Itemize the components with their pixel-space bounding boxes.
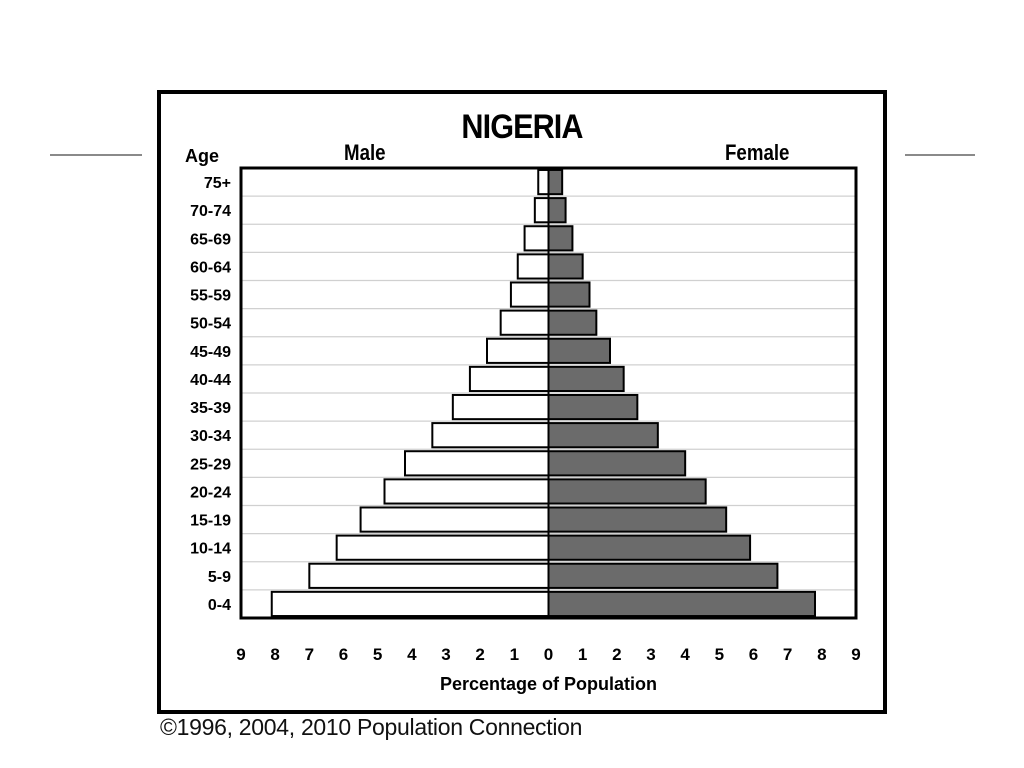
x-tick-label: 1 [510,645,519,664]
age-group-label: 55-59 [190,288,231,305]
age-group-label: 50-54 [190,316,231,333]
x-tick-label: 3 [441,645,450,664]
female-bar [547,225,574,252]
slide-rule-left [50,154,142,156]
male-bar [383,478,550,505]
age-group-label: 75+ [204,175,231,192]
x-tick-label: 3 [646,645,655,664]
age-group-label: 45-49 [190,344,231,361]
female-label: Female [725,140,790,165]
male-bar [537,168,550,196]
female-bar [547,590,816,618]
male-bar [499,309,550,336]
female-bar [547,253,584,280]
pyramid-plot: Age75+70-7465-6960-6455-5950-5445-4940-4… [185,146,861,694]
age-group-label: 30-34 [190,428,231,445]
male-bar [468,365,550,393]
copyright-notice: ©1996, 2004, 2010 Population Connection [160,714,583,740]
population-pyramid-chart: NIGERIA Male Female Age 75+ 70-74 65-69 60-6… [157,90,887,714]
plot-border [239,166,858,620]
age-group-label: 60-64 [190,259,231,276]
female-bar [547,337,611,364]
male-bar [335,534,550,561]
female-bar [547,506,728,533]
male-bar [523,225,550,252]
x-tick-label: 2 [475,645,484,664]
male-bar [509,281,550,308]
male-bar [270,590,550,618]
x-tick-label: 7 [305,645,314,664]
male-bar [516,253,550,280]
x-tick-label: 6 [339,645,348,664]
x-tick-label: 7 [783,645,792,664]
male-bar [533,197,550,224]
female-bar [547,197,567,224]
male-bar [359,506,550,533]
male-bar [451,393,550,421]
x-tick-label: 5 [715,645,724,664]
female-bar [547,422,659,449]
age-group-label: 15-19 [190,513,231,530]
age-axis-label: Age [185,146,219,166]
x-tick-label: 9 [236,645,245,664]
x-tick-label: 0 [544,645,553,664]
x-tick-label: 1 [578,645,587,664]
x-axis-label: Percentage of Population [440,674,657,694]
age-group-label: 0-4 [208,597,231,614]
x-tick-label: 8 [817,645,826,664]
female-bar [547,365,625,393]
x-tick-label: 6 [749,645,758,664]
female-bar [547,478,707,505]
age-group-label: 65-69 [190,231,231,248]
x-tick-label: 5 [373,645,382,664]
male-bar [308,562,550,589]
female-bar [547,393,639,421]
female-bar [547,534,752,561]
male-bar [404,450,550,477]
female-bar [547,168,564,196]
age-group-label: 20-24 [190,484,231,501]
x-tick-label: 4 [680,645,690,664]
female-bar [547,309,598,336]
slide-rule-right [905,154,975,156]
male-bar [486,337,550,364]
age-group-label: 35-39 [190,400,231,417]
age-group-label: 40-44 [190,372,231,389]
chart-title: NIGERIA [461,108,583,146]
male-bar [431,422,550,449]
male-label: Male [344,140,386,165]
x-tick-label: 9 [851,645,860,664]
x-tick-label: 4 [407,645,417,664]
age-group-label: 70-74 [190,203,231,220]
age-group-label: 5-9 [208,569,231,586]
x-tick-label: 2 [612,645,621,664]
x-tick-label: 8 [270,645,279,664]
female-bar [547,281,591,308]
age-group-label: 25-29 [190,456,231,473]
female-bar [547,562,779,589]
age-group-label: 10-14 [190,541,231,558]
female-bar [547,450,687,477]
